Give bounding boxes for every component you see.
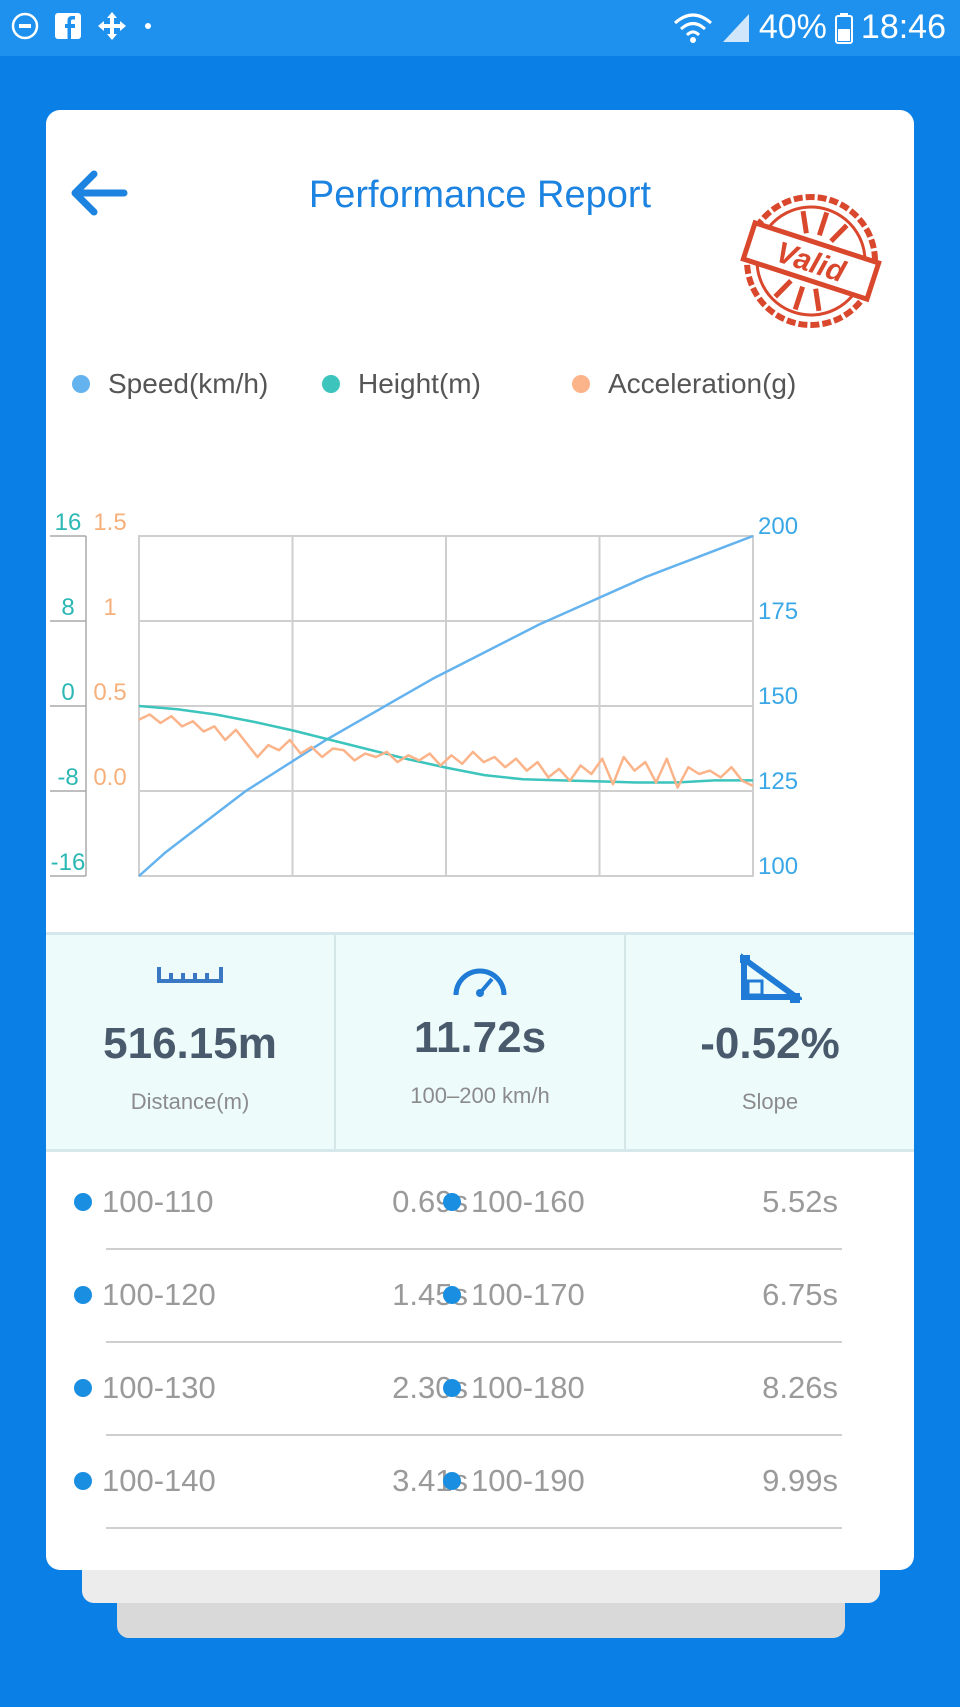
split-row: 100-110 0.69s 100-160 5.52s [74,1155,842,1250]
status-notifications [10,10,154,42]
time-value: 11.72s [413,1013,547,1062]
height-axis-tick-label: -16 [51,849,86,876]
slope-label: Slope [741,1089,799,1114]
split-left-range-text: 100-110 [102,1183,214,1219]
valid-stamp: Valid [740,194,882,328]
notification-dot-icon [145,23,151,29]
app-notification-icon [11,12,39,40]
split-right-time: 6.75s [762,1276,838,1312]
split-right-range-text: 100-180 [471,1369,585,1405]
stat-slope: -0.52% Slope [624,935,914,1149]
speed-axis-tick-label: 125 [758,768,798,795]
split-right-range-text: 100-160 [471,1183,585,1219]
split-left-range-text: 100-120 [102,1276,216,1312]
status-system: 40% 18:46 [673,8,946,47]
speed-axis-tick-label: 100 [758,853,798,880]
status-bar: 40% 18:46 [0,0,960,56]
split-left-range-text: 100-130 [102,1369,216,1405]
split-left-range: 100-140 [74,1434,216,1527]
ruler-icon [157,967,223,983]
height-axis-tick-label: 8 [61,594,74,621]
distance-label: Distance(m) [130,1089,250,1114]
split-right-range: 100-180 [443,1341,585,1434]
height-axis-tick-label: 0 [61,679,74,706]
bullet-icon [443,1192,461,1211]
split-right-range: 100-160 [443,1155,585,1248]
legend-speed: Speed(km/h) [72,368,268,400]
bullet-icon [443,1285,461,1304]
stat-distance: 516.15m Distance(m) [46,935,334,1149]
split-left-range-text: 100-140 [102,1462,216,1498]
acceleration-axis-tick-label: 1 [103,594,116,621]
wifi-icon [673,13,712,43]
bullet-icon [74,1192,92,1211]
facebook-icon [55,13,81,39]
split-left-range: 100-130 [74,1341,216,1434]
legend-speed-label: Speed(km/h) [108,368,269,399]
split-row: 100-130 2.30s 100-180 8.26s [74,1341,842,1436]
legend-acceleration-label: Acceleration(g) [608,368,797,399]
height-series-line [138,704,753,784]
acceleration-series-line [138,713,754,789]
speed-axis-tick-label: 150 [758,683,798,710]
legend-acceleration-swatch [572,375,590,393]
bullet-icon [74,1285,92,1304]
acceleration-axis-tick-label: 0.0 [93,764,126,791]
split-right-range-text: 100-170 [471,1276,585,1312]
page-title: Performance Report [308,174,652,216]
split-right-range: 100-170 [443,1248,585,1341]
slope-icon [740,953,802,1003]
report-card: Performance Report Valid Speed(km/h) Hei… [46,110,914,1570]
legend-height-label: Height(m) [358,368,481,399]
acceleration-axis-tick-label: 1.5 [93,509,126,536]
bullet-icon [74,1471,92,1490]
height-axis-tick-label: -8 [57,764,78,791]
split-left-range: 100-110 [74,1155,213,1248]
signal-icon [722,13,749,42]
time-label: 100–200 km/h [410,1083,550,1108]
split-right-time: 5.52s [762,1183,838,1219]
height-axis-tick-label: 16 [55,509,82,536]
bullet-icon [443,1471,461,1490]
speedometer-icon [453,968,507,997]
split-right-range-text: 100-190 [471,1462,585,1498]
distance-value: 516.15m [103,1019,277,1068]
split-left-range: 100-120 [74,1248,216,1341]
performance-chart: 16 8 0 -8 -16 1.5 1 0.5 0.0 200 175 150 125 100 [50,509,798,880]
stat-time: 11.72s 100–200 km/h [334,935,624,1149]
speed-series-line [138,534,754,877]
battery-icon [834,12,853,44]
split-right-time: 8.26s [762,1369,838,1405]
legend-height: Height(m) [322,368,481,400]
legend-speed-swatch [72,375,90,393]
move-arrows-icon [98,12,126,40]
speed-axis-tick-label: 200 [758,513,798,540]
legend-height-swatch [322,375,340,393]
stats-panel: 516.15m Distance(m) 11.72s 100–200 km/h … [46,932,914,1152]
legend-acceleration: Acceleration(g) [572,368,796,400]
split-right-range: 100-190 [443,1434,585,1527]
speed-axis-tick-label: 175 [758,598,798,625]
acceleration-axis-tick-label: 0.5 [93,679,126,706]
split-row: 100-140 3.41s 100-190 9.99s [74,1434,842,1529]
chart-legend: Speed(km/h) Height(m) Acceleration(g) [72,368,892,408]
clock: 18:46 [860,8,946,46]
battery-percent: 40% [758,8,827,46]
split-right-time: 9.99s [762,1462,838,1498]
bullet-icon [443,1378,461,1397]
slope-value: -0.52% [700,1019,840,1068]
split-row: 100-120 1.45s 100-170 6.75s [74,1248,842,1343]
back-arrow-icon[interactable] [64,168,134,218]
bullet-icon [74,1378,92,1397]
